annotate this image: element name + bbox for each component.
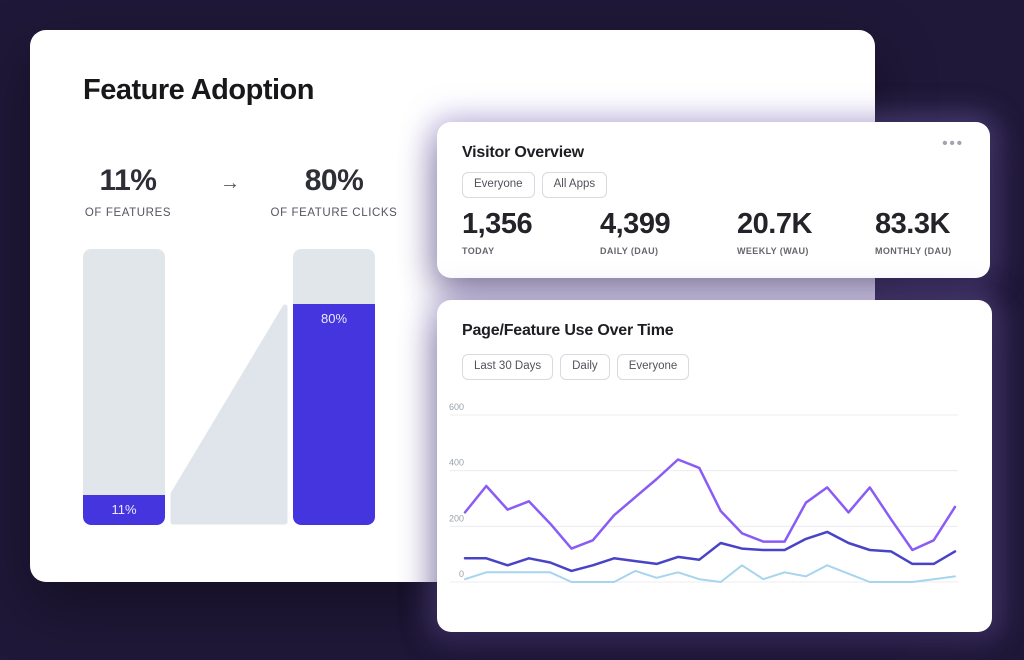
feature-clicks-bar-fill: 80% bbox=[293, 304, 375, 525]
usage-filter-row: Last 30 Days Daily Everyone bbox=[462, 354, 690, 380]
arrow-right-icon: → bbox=[220, 172, 240, 194]
filter-last-30-days-chip[interactable]: Last 30 Days bbox=[462, 354, 554, 380]
stat-monthly-value: 83.3K bbox=[875, 208, 950, 240]
filter-daily-chip[interactable]: Daily bbox=[560, 354, 610, 380]
visitor-filter-row: Everyone All Apps bbox=[462, 172, 608, 198]
page-feature-use-card: Page/Feature Use Over Time Last 30 Days … bbox=[437, 300, 992, 632]
feature-adoption-title: Feature Adoption bbox=[83, 74, 314, 106]
features-stat: 11% OF FEATURES bbox=[83, 164, 173, 219]
filter-everyone-usage-chip[interactable]: Everyone bbox=[616, 354, 690, 380]
y-axis-tick-600: 600 bbox=[449, 402, 464, 412]
series-line-indigo bbox=[463, 530, 957, 573]
funnel-connector-shape bbox=[170, 304, 288, 525]
visitor-overview-title: Visitor Overview bbox=[462, 144, 584, 161]
stat-monthly-label: MONTHLY (DAU) bbox=[875, 246, 952, 256]
stat-today-label: TODAY bbox=[462, 246, 495, 256]
filter-everyone-chip[interactable]: Everyone bbox=[462, 172, 535, 198]
feature-clicks-bar-track: 80% bbox=[293, 249, 375, 525]
stat-monthly: 83.3K MONTHLY (DAU) bbox=[875, 208, 952, 256]
stat-daily-label: DAILY (DAU) bbox=[600, 246, 659, 256]
stat-daily-value: 4,399 bbox=[600, 208, 671, 240]
stat-weekly-value: 20.7K bbox=[737, 208, 812, 240]
y-axis-tick-0: 0 bbox=[459, 569, 464, 579]
series-line-purple bbox=[463, 458, 957, 552]
y-axis-tick-400: 400 bbox=[449, 458, 464, 468]
visitor-overview-card: Visitor Overview ••• Everyone All Apps 1… bbox=[437, 122, 990, 278]
stat-today: 1,356 TODAY bbox=[462, 208, 533, 256]
feature-clicks-stat: 80% OF FEATURE CLICKS bbox=[268, 164, 400, 219]
y-axis-tick-200: 200 bbox=[449, 513, 464, 523]
features-bar-fill: 11% bbox=[83, 494, 165, 525]
stat-daily: 4,399 DAILY (DAU) bbox=[600, 208, 671, 256]
feature-clicks-stat-label: OF FEATURE CLICKS bbox=[270, 207, 398, 219]
features-bar-label: 11% bbox=[111, 501, 137, 517]
stat-today-value: 1,356 bbox=[462, 208, 533, 240]
feature-clicks-bar-label: 80% bbox=[320, 311, 348, 327]
page-feature-use-title: Page/Feature Use Over Time bbox=[462, 322, 674, 339]
series-line-sky bbox=[464, 564, 956, 583]
stat-weekly: 20.7K WEEKLY (WAU) bbox=[737, 208, 812, 256]
usage-line-chart: 600 400 200 0 bbox=[449, 402, 958, 583]
features-bar-track: 11% bbox=[83, 249, 165, 525]
funnel-connector-polygon bbox=[170, 304, 288, 525]
feature-clicks-stat-value: 80% bbox=[304, 164, 364, 197]
ellipsis-menu-icon[interactable]: ••• bbox=[942, 135, 964, 152]
filter-all-apps-chip[interactable]: All Apps bbox=[541, 172, 608, 198]
features-stat-label: OF FEATURES bbox=[84, 207, 172, 219]
stat-weekly-label: WEEKLY (WAU) bbox=[737, 246, 809, 256]
features-stat-value: 11% bbox=[99, 164, 157, 197]
